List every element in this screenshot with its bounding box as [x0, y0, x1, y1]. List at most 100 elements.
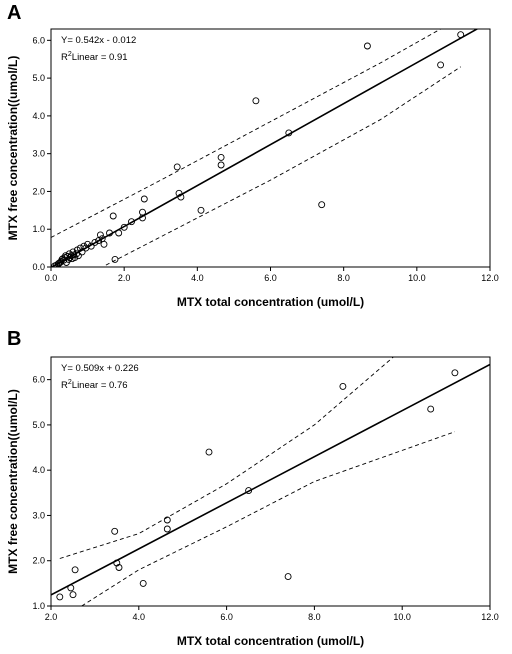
y-tick-label: 1.0 — [32, 601, 45, 611]
data-point — [173, 163, 181, 171]
data-point — [111, 255, 119, 263]
data-point — [71, 566, 79, 574]
r2-label: R2Linear = 0.76 — [61, 379, 128, 391]
confidence-band-upper — [59, 357, 394, 559]
x-tick-label: 8.0 — [337, 273, 350, 283]
data-point — [84, 240, 92, 248]
chart-panel-a: A 0.0 2.0 4.0 6.0 8.0 10.0 12.0 0.0 1.0 2.0 3.0 4.0… — [0, 0, 512, 322]
data-point — [139, 579, 147, 587]
y-tick-label: 4.0 — [32, 465, 45, 475]
data-point — [71, 254, 79, 262]
y-tick-label: 3.0 — [32, 149, 45, 159]
regression-line — [51, 363, 490, 596]
chart-panel-b: B 2.0 4.0 6.0 8.0 10.0 12.0 1.0 2.0 3.0 4.0 5.0 6.0… — [0, 322, 512, 654]
y-tick-label: 4.0 — [32, 111, 45, 121]
panel-label-a: A — [7, 2, 22, 24]
data-point — [245, 487, 253, 495]
y-axis-title: MTX free concentration((umol/L) — [6, 56, 20, 241]
data-point — [163, 516, 171, 524]
y-tick-label: 2.0 — [32, 186, 45, 196]
data-point — [175, 189, 183, 197]
x-tick-label: 10.0 — [393, 612, 411, 622]
data-point — [67, 584, 75, 592]
x-axis-title: MTX total concentration (umol/L) — [177, 634, 364, 648]
x-tick-label: 8.0 — [308, 612, 321, 622]
data-point — [91, 238, 99, 246]
data-point — [437, 61, 445, 69]
data-point — [363, 42, 371, 50]
panel-label-b: B — [7, 328, 22, 350]
r2-superscript: 2 — [68, 379, 72, 386]
x-tick-label: 2.0 — [118, 273, 131, 283]
x-tick-label: 12.0 — [481, 612, 499, 622]
confidence-band-upper — [51, 29, 442, 238]
data-point — [106, 229, 113, 237]
equation-label: Y= 0.542x - 0.012 — [61, 35, 136, 46]
data-point — [69, 591, 77, 599]
y-tick-label: 5.0 — [32, 73, 45, 83]
data-point — [74, 252, 82, 260]
plot-area — [51, 357, 490, 606]
r2-prefix: R — [61, 52, 68, 63]
confidence-band-lower — [81, 431, 456, 606]
data-point — [163, 525, 171, 533]
equation-label: Y= 0.509x + 0.226 — [61, 363, 139, 374]
r2-value: Linear = 0.91 — [72, 52, 128, 63]
x-tick-label: 12.0 — [481, 273, 499, 283]
y-tick-label: 2.0 — [32, 556, 45, 566]
plot-area — [51, 29, 479, 267]
data-point — [128, 218, 135, 226]
data-point — [217, 161, 225, 169]
data-point — [284, 573, 292, 581]
data-point — [65, 250, 73, 258]
data-point — [100, 240, 108, 248]
scatter-plot-b: 2.0 4.0 6.0 8.0 10.0 12.01.02.03.04.05.06.0MT… — [6, 356, 499, 648]
r2-label: R2Linear = 0.91 — [61, 51, 128, 63]
data-point — [457, 31, 465, 39]
y-tick-label: 3.0 — [32, 510, 45, 520]
data-point — [111, 527, 119, 535]
x-tick-label: 0.0 — [45, 273, 58, 283]
y-tick-label: 6.0 — [32, 35, 45, 45]
r2-prefix: R — [61, 380, 68, 391]
y-tick-label: 5.0 — [32, 420, 45, 430]
data-point — [80, 242, 88, 250]
data-point — [451, 369, 459, 377]
x-tick-label: 6.0 — [220, 612, 233, 622]
x-tick-label: 4.0 — [133, 612, 146, 622]
data-point — [109, 212, 117, 220]
data-point — [177, 193, 185, 201]
y-tick-label: 1.0 — [32, 224, 45, 234]
data-point — [197, 206, 205, 214]
data-point — [96, 231, 104, 239]
data-point — [120, 223, 128, 231]
data-point — [115, 564, 123, 571]
x-tick-label: 6.0 — [264, 273, 277, 283]
r2-superscript: 2 — [68, 51, 72, 58]
y-tick-label: 0.0 — [32, 262, 45, 272]
data-point — [113, 559, 121, 567]
data-point — [217, 153, 225, 161]
data-point — [140, 195, 148, 203]
data-point — [76, 244, 84, 252]
data-point — [252, 97, 260, 105]
plot-frame — [50, 356, 491, 607]
data-point — [339, 382, 347, 390]
y-tick-label: 6.0 — [32, 375, 45, 385]
confidence-band-lower — [105, 66, 461, 266]
data-point — [318, 201, 326, 209]
x-tick-label: 2.0 — [45, 612, 58, 622]
regression-line — [51, 29, 479, 267]
data-point — [87, 242, 95, 250]
data-point — [56, 593, 64, 601]
r2-value: Linear = 0.76 — [72, 380, 128, 391]
data-point — [115, 229, 123, 237]
x-axis-title: MTX total concentration (umol/L) — [177, 295, 364, 309]
data-point — [285, 129, 293, 137]
scatter-plot-a: 0.0 2.0 4.0 6.0 8.0 10.0 12.0 0.0 1.0 2.0 3.0 4.0 5.… — [6, 28, 499, 309]
x-tick-label: 10.0 — [408, 273, 426, 283]
y-axis-title: MTX free concentration((umol/L) — [6, 389, 20, 574]
data-point — [139, 208, 146, 216]
data-point — [205, 448, 213, 456]
x-tick-label: 4.0 — [191, 273, 204, 283]
